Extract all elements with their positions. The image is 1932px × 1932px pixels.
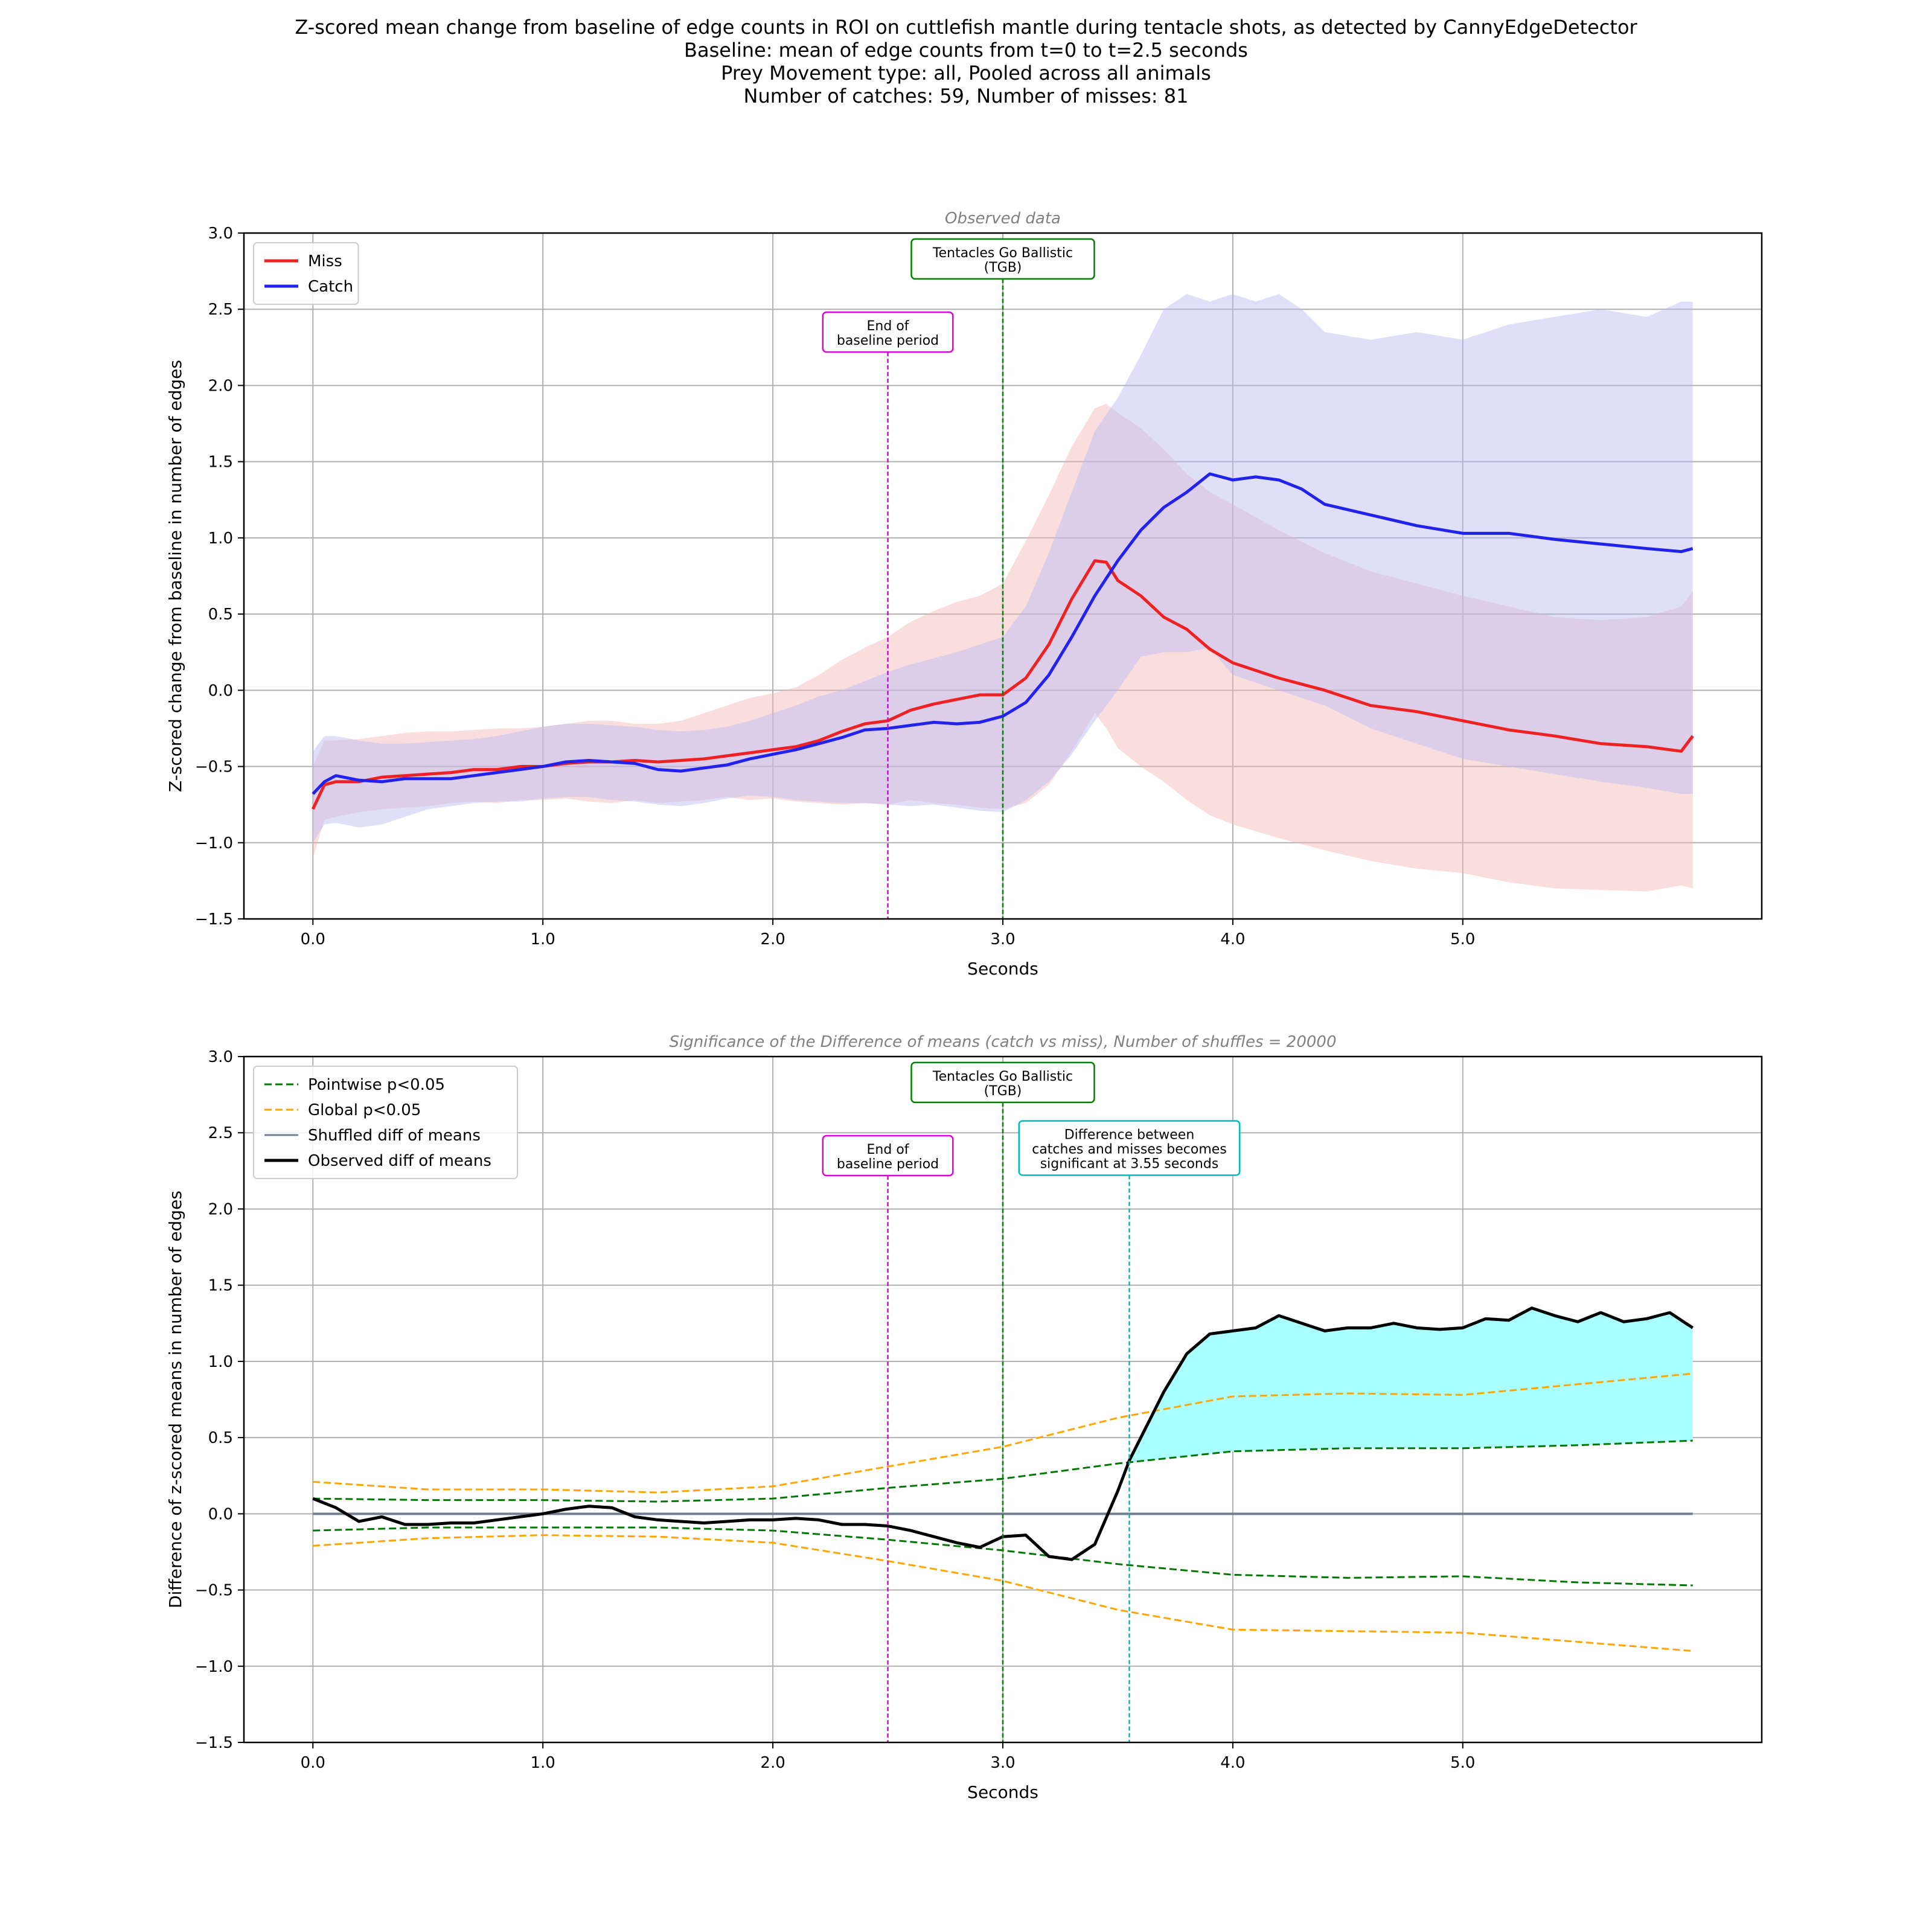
- y-axis-label: Z-scored change from baseline in number …: [165, 360, 185, 792]
- y-tick-label: −1.5: [195, 910, 233, 929]
- legend-box: [253, 1066, 518, 1179]
- event-marker-box: [822, 1134, 954, 1177]
- plot-area: [312, 1307, 1694, 1652]
- legend: Pointwise p<0.05 Global p<0.05 Shuffled di…: [253, 1066, 518, 1179]
- x-axis-label: Seconds: [967, 1782, 1038, 1802]
- x-tick-label: 4.0: [1220, 1754, 1245, 1772]
- series-line-catch: [312, 472, 1694, 795]
- x-tick-label: 2.0: [760, 1754, 785, 1772]
- x-tick-label: 5.0: [1450, 930, 1475, 948]
- y-tick-label: −0.5: [195, 758, 233, 776]
- panel-title: Observed data: [945, 210, 1061, 228]
- event-marker-label: Difference between: [1064, 1127, 1195, 1142]
- threshold-upper: [313, 1439, 1693, 1503]
- x-tick-label: 4.0: [1220, 930, 1245, 948]
- legend-box: [253, 242, 359, 305]
- event-marker-label: (TGB): [984, 260, 1022, 275]
- y-tick-label: 0.5: [208, 606, 233, 624]
- legend-label: Miss: [308, 252, 342, 270]
- legend: Miss Catch: [253, 242, 359, 305]
- legend-label: Pointwise p<0.05: [308, 1076, 445, 1094]
- y-tick-label: 2.0: [208, 1200, 233, 1218]
- event-marker-box: [822, 311, 954, 353]
- y-tick-label: −1.5: [195, 1734, 233, 1752]
- figure-title-line: Z-scored mean change from baseline of ed…: [295, 16, 1637, 39]
- event-marker-label: (TGB): [984, 1084, 1022, 1099]
- figure-title-line: Baseline: mean of edge counts from t=0 t…: [684, 39, 1248, 62]
- y-tick-label: −1.0: [195, 1658, 233, 1676]
- panel-title: Significance of the Difference of means …: [669, 1033, 1336, 1051]
- x-axis-label: Seconds: [967, 959, 1038, 979]
- event-marker-label: Tentacles Go Ballistic: [932, 246, 1073, 261]
- series-line-observed: [312, 1307, 1694, 1561]
- x-tick-label: 3.0: [990, 930, 1015, 948]
- figure-title-line: Number of catches: 59, Number of misses:…: [743, 85, 1189, 107]
- threshold-lower: [313, 1534, 1693, 1652]
- series-line-miss: [312, 559, 1694, 810]
- x-tick-label: 5.0: [1450, 1754, 1475, 1772]
- band-catch: [313, 293, 1693, 843]
- legend-label: Catch: [308, 278, 353, 296]
- legend-label: Global p<0.05: [308, 1101, 421, 1119]
- event-marker-label: baseline period: [837, 333, 939, 348]
- event-marker-label: Tentacles Go Ballistic: [932, 1069, 1073, 1084]
- x-tick-label: 0.0: [301, 930, 325, 948]
- event-marker-label: baseline period: [837, 1157, 939, 1172]
- x-tick-label: 0.0: [301, 1754, 325, 1772]
- x-tick-label: 2.0: [760, 930, 785, 948]
- y-tick-label: 0.5: [208, 1429, 233, 1447]
- y-tick-label: 1.5: [208, 453, 233, 472]
- y-tick-label: 3.0: [208, 225, 233, 243]
- y-axis-label: Difference of z-scored means in number o…: [165, 1191, 185, 1608]
- legend-label: Shuffled diff of means: [308, 1127, 481, 1145]
- event-marker-label: catches and misses becomes: [1032, 1142, 1227, 1157]
- legend-label: Observed diff of means: [308, 1152, 491, 1170]
- y-tick-label: 1.0: [208, 1353, 233, 1371]
- event-marker-label: End of: [867, 1142, 910, 1157]
- y-tick-label: 1.5: [208, 1277, 233, 1295]
- y-tick-label: 2.5: [208, 1124, 233, 1142]
- y-tick-label: 3.0: [208, 1048, 233, 1066]
- y-tick-label: −0.5: [195, 1582, 233, 1600]
- event-marker-box: [910, 238, 1095, 280]
- y-tick-label: 1.0: [208, 529, 233, 548]
- y-tick-label: 2.0: [208, 377, 233, 395]
- threshold-upper: [313, 1372, 1693, 1494]
- y-tick-label: 2.5: [208, 301, 233, 319]
- event-marker-label: significant at 3.55 seconds: [1040, 1156, 1219, 1171]
- y-tick-label: 0.0: [208, 682, 233, 700]
- y-tick-label: 0.0: [208, 1505, 233, 1523]
- x-tick-label: 1.0: [531, 1754, 555, 1772]
- figure-title: Z-scored mean change from baseline of ed…: [0, 16, 1932, 107]
- significant-region: [1129, 1308, 1693, 1463]
- x-tick-label: 3.0: [990, 1754, 1015, 1772]
- y-tick-label: −1.0: [195, 834, 233, 852]
- event-marker-box: [1018, 1120, 1241, 1176]
- figure-title-line: Prey Movement type: all, Pooled across a…: [721, 62, 1211, 85]
- event-marker-box: [910, 1061, 1095, 1104]
- event-marker-label: End of: [867, 319, 910, 334]
- x-tick-label: 1.0: [531, 930, 555, 948]
